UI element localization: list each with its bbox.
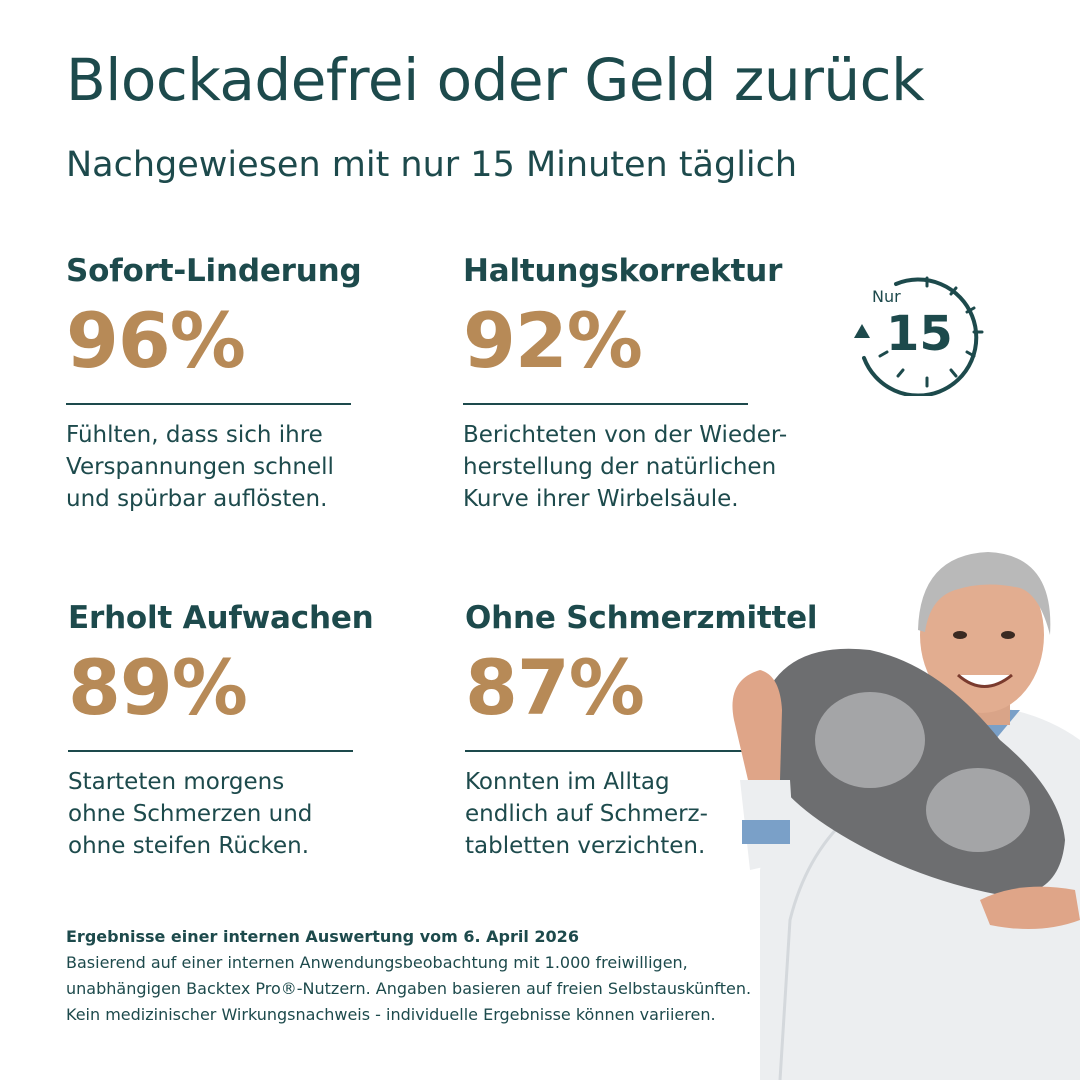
- badge-prefix: Nur: [872, 287, 901, 306]
- stat-sofort-linderung: Sofort-Linderung 96% Fühlten, dass sich …: [66, 253, 446, 515]
- footnote-heading: Ergebnisse einer internen Auswertung vom…: [66, 927, 579, 946]
- doctor-holding-pillow-image: [732, 552, 1080, 1080]
- stat-heading: Ohne Schmerzmittel: [465, 600, 818, 636]
- footnote-body: Basierend auf einer internen Anwendungsb…: [66, 953, 752, 1024]
- stat-haltungskorrektur: Haltungskorrektur 92% Berichteten von de…: [463, 253, 843, 515]
- stat-divider: [463, 403, 748, 405]
- stat-divider: [68, 750, 353, 752]
- stat-description: Starteten morgens ohne Schmerzen und ohn…: [68, 769, 313, 859]
- stat-divider: [465, 750, 750, 752]
- stat-description: Konnten im Alltag endlich auf Schmerz- t…: [465, 769, 708, 859]
- stat-value: 87%: [465, 643, 645, 732]
- footnote: Ergebnisse einer internen Auswertung vom…: [66, 924, 846, 1028]
- stat-description: Berichteten von der Wieder- herstellung …: [463, 422, 788, 512]
- stat-value: 92%: [463, 296, 643, 385]
- page-title: Blockadefrei oder Geld zurück: [66, 46, 925, 114]
- stat-value: 96%: [66, 296, 246, 385]
- timer-badge-icon: Nur 15: [854, 276, 984, 396]
- stat-heading: Haltungskorrektur: [463, 253, 783, 289]
- stat-heading: Erholt Aufwachen: [68, 600, 374, 636]
- stat-value: 89%: [68, 643, 248, 732]
- stat-ohne-schmerzmittel: Ohne Schmerzmittel 87% Konnten im Alltag…: [465, 600, 845, 862]
- stat-erholt-aufwachen: Erholt Aufwachen 89% Starteten morgens o…: [68, 600, 448, 862]
- stat-heading: Sofort-Linderung: [66, 253, 362, 289]
- stat-description: Fühlten, dass sich ihre Verspannungen sc…: [66, 422, 334, 512]
- page-subtitle: Nachgewiesen mit nur 15 Minuten täglich: [66, 145, 798, 185]
- stat-divider: [66, 403, 351, 405]
- badge-number: 15: [886, 306, 953, 362]
